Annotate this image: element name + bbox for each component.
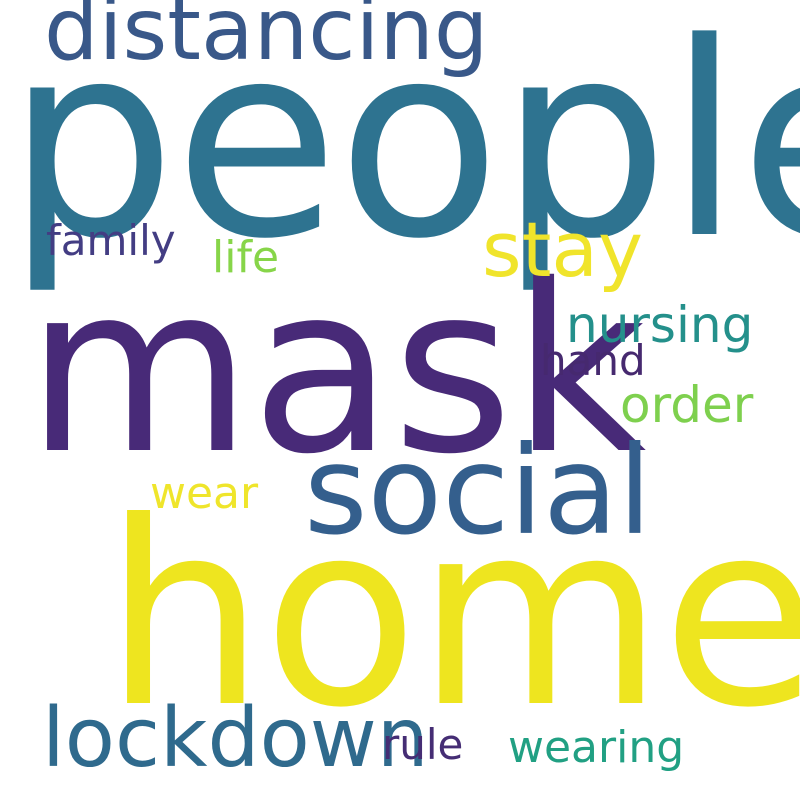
word-distancing: distancing [44, 0, 489, 80]
word-hand: hand [540, 336, 646, 385]
word-wear: wear [150, 468, 259, 519]
word-rule: rule [382, 720, 464, 769]
word-stay: stay [482, 205, 643, 294]
word-life: life [212, 232, 280, 283]
word-wearing: wearing [508, 722, 685, 773]
word-social: social [304, 420, 652, 562]
word-order: order [620, 376, 754, 434]
word-nursing: nursing [566, 296, 754, 354]
word-people: people [6, 0, 800, 298]
word-lockdown: lockdown [42, 691, 429, 786]
word-home: home [104, 467, 800, 763]
word-family: family [46, 216, 176, 265]
word-mask: mask [26, 235, 646, 505]
